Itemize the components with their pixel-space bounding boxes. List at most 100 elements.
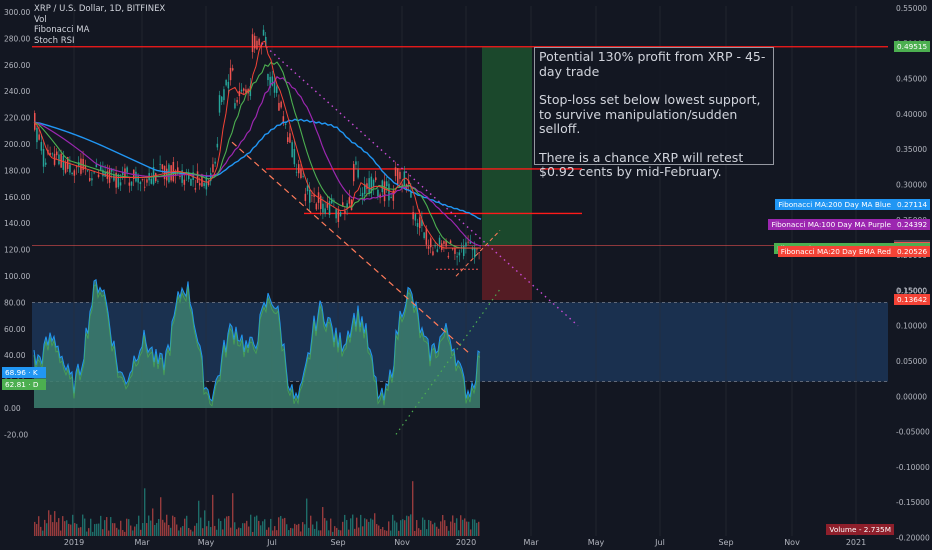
volume-bar (362, 526, 364, 536)
volume-bar (406, 515, 408, 536)
candle-body (353, 164, 355, 182)
volume-bar (170, 527, 172, 536)
volume-bar (166, 514, 168, 536)
candle-body (346, 203, 348, 209)
candle-body (386, 181, 388, 187)
candle-body (265, 36, 267, 47)
note-paragraph-2: Stop-loss set below lowest support, to s… (539, 92, 761, 136)
ma50-line (33, 61, 481, 249)
candle-body (397, 168, 399, 185)
volume-bar (308, 527, 310, 536)
volume-bar (346, 520, 348, 536)
candle-body (441, 243, 443, 250)
volume-bar (130, 525, 132, 536)
candle-body (372, 179, 375, 188)
note-paragraph-3: There is a chance XRP will retest $0.92 … (539, 149, 744, 179)
candle-body (300, 168, 302, 178)
volume-bar (402, 519, 404, 536)
volume-bar (392, 514, 394, 536)
volume-bar (422, 517, 424, 536)
candle-body (460, 246, 463, 249)
volume-bar (474, 519, 476, 536)
volume-bar (134, 526, 136, 536)
candle-body (467, 241, 469, 243)
volume-bar (144, 488, 146, 536)
candle-body (245, 89, 247, 93)
volume-bar (100, 515, 102, 536)
volume-bar (46, 523, 48, 536)
candle-body (205, 175, 208, 190)
volume-bar (148, 515, 150, 536)
volume-bar (290, 527, 292, 536)
candle-body (84, 165, 87, 169)
legend-stoch-rsi[interactable]: Stoch RSI (34, 35, 75, 46)
volume-bar (262, 521, 264, 536)
stop-loss-zone (482, 245, 532, 300)
candle-body (390, 196, 392, 198)
legend-fibonacci-ma[interactable]: Fibonacci MA (34, 25, 90, 35)
candle-body (280, 101, 282, 108)
candle-body (278, 102, 280, 111)
chart-legend: XRP / U.S. Dollar, 1D, BITFINEX Vol Fibo… (34, 4, 165, 46)
volume-bar (272, 530, 274, 536)
volume-bar (218, 518, 220, 536)
candle-body (361, 192, 364, 197)
volume-bar (350, 518, 352, 536)
volume-bar (68, 523, 70, 536)
candle-body (161, 164, 164, 169)
volume-bar (352, 514, 354, 536)
candle-body (104, 171, 106, 177)
volume-bar (122, 530, 124, 536)
volume-bar (146, 523, 148, 536)
candle-body (69, 164, 71, 173)
symbol-title[interactable]: XRP / U.S. Dollar, 1D, BITFINEX (34, 4, 166, 14)
volume-bar (70, 524, 72, 536)
volume-bar (378, 525, 380, 536)
price-tag: 0.27114 (894, 199, 931, 211)
right-axis-tick: 0.40000 (896, 110, 927, 119)
candle-body (89, 178, 91, 181)
volume-bar (162, 519, 164, 536)
candle-body (337, 210, 340, 223)
candle-body (348, 197, 351, 204)
volume-bar (374, 513, 376, 536)
volume-bar (354, 528, 356, 536)
right-axis-tick: 0.15000 (896, 286, 927, 295)
volume-bar (376, 524, 378, 536)
volume-bar (44, 519, 46, 536)
volume-bar (210, 527, 212, 536)
volume-bar (268, 527, 270, 536)
candle-body (344, 210, 346, 214)
candle-body (144, 186, 146, 188)
candle-body (139, 182, 142, 184)
legend-volume[interactable]: Vol (34, 14, 47, 25)
candle-body (210, 173, 212, 182)
volume-bar (192, 531, 194, 536)
volume-bar (284, 517, 286, 536)
left-axis-tick: 160.00 (4, 193, 30, 202)
volume-bar (52, 522, 54, 536)
volume-bar (276, 530, 278, 536)
candle-body (315, 203, 318, 210)
candle-body (366, 183, 368, 189)
candle-body (225, 80, 227, 86)
candle-body (227, 81, 230, 89)
volume-bar (364, 518, 366, 536)
candle-body (326, 202, 329, 208)
candle-body (117, 174, 120, 188)
candle-body (80, 158, 82, 174)
candle-body (392, 190, 395, 201)
candle-body (100, 165, 102, 171)
volume-bar (126, 518, 128, 536)
candle-body (322, 203, 324, 213)
right-axis-tick: 0.10000 (896, 322, 927, 331)
trade-note[interactable]: Potential 130% profit from XRP - 45-day … (534, 47, 774, 179)
candle-body (452, 248, 454, 250)
candle-body (115, 172, 117, 188)
candle-body (458, 252, 461, 256)
candle-body (243, 88, 245, 91)
candle-body (302, 175, 304, 177)
volume-bar (62, 516, 64, 536)
volume-bar (312, 524, 314, 536)
